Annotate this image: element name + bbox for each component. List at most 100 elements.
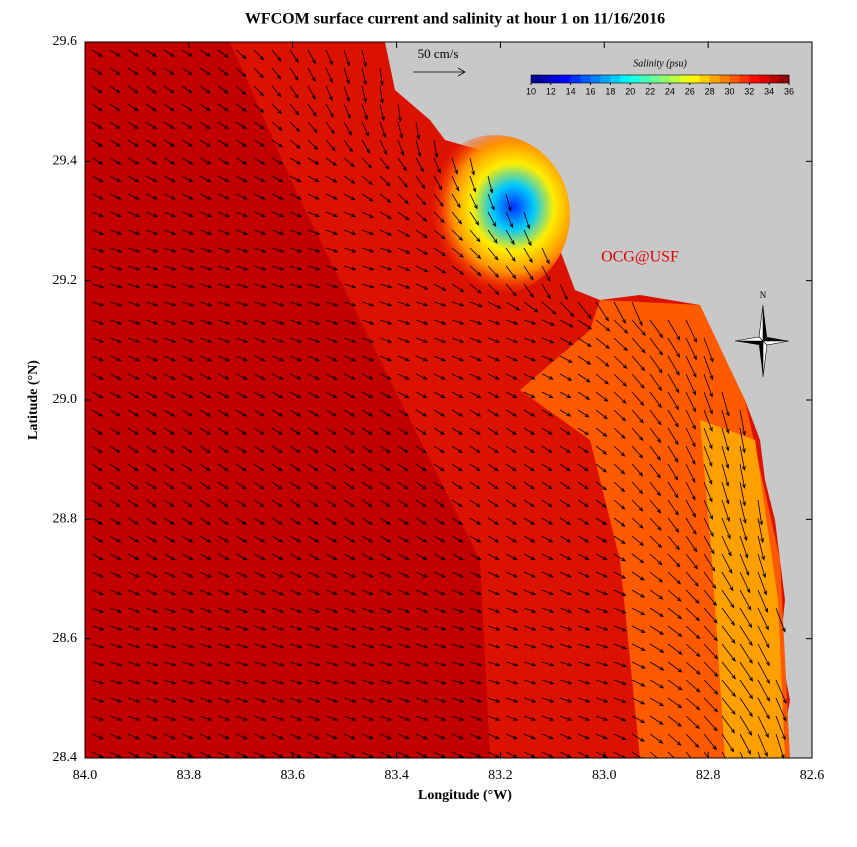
current-arrow bbox=[307, 121, 318, 134]
current-arrow bbox=[91, 391, 104, 399]
current-arrow bbox=[685, 733, 700, 749]
current-arrow bbox=[361, 499, 373, 508]
current-arrow bbox=[559, 463, 571, 472]
current-arrow bbox=[685, 607, 701, 622]
current-arrow bbox=[127, 301, 141, 307]
current-arrow bbox=[109, 337, 123, 343]
current-arrow bbox=[163, 733, 176, 740]
current-arrow bbox=[127, 67, 139, 76]
current-arrow bbox=[487, 751, 500, 758]
current-arrow bbox=[253, 139, 266, 147]
current-arrow bbox=[739, 625, 753, 647]
current-arrow bbox=[523, 643, 537, 649]
current-arrow bbox=[631, 337, 646, 354]
current-arrow bbox=[541, 733, 554, 740]
current-arrow bbox=[91, 715, 105, 721]
current-arrow bbox=[361, 733, 374, 740]
current-arrow bbox=[757, 589, 768, 613]
current-arrow bbox=[217, 175, 230, 183]
current-arrow bbox=[415, 283, 429, 290]
current-arrow bbox=[325, 355, 339, 362]
current-arrow bbox=[613, 337, 628, 352]
x-tick-label: 82.6 bbox=[800, 768, 825, 783]
current-arrow bbox=[127, 247, 141, 253]
current-arrow bbox=[145, 247, 159, 253]
current-arrow bbox=[505, 355, 519, 362]
current-arrow bbox=[163, 157, 176, 165]
current-arrow bbox=[667, 355, 680, 376]
current-arrow bbox=[199, 553, 212, 560]
chart-title: WFCOM surface current and salinity at ho… bbox=[245, 11, 665, 28]
current-arrow bbox=[109, 445, 121, 454]
current-arrow bbox=[91, 409, 104, 417]
current-arrow bbox=[415, 175, 426, 190]
current-arrow bbox=[541, 409, 554, 417]
current-arrow bbox=[433, 193, 444, 208]
current-arrow bbox=[451, 319, 465, 325]
current-arrow bbox=[703, 643, 719, 660]
current-arrow bbox=[271, 589, 285, 595]
current-arrow bbox=[217, 247, 231, 253]
current-arrow bbox=[487, 427, 499, 435]
current-arrow bbox=[631, 463, 644, 477]
current-arrow bbox=[541, 337, 555, 344]
colorbar-swatch bbox=[650, 75, 661, 83]
current-arrow bbox=[325, 229, 339, 235]
current-arrow bbox=[163, 625, 177, 631]
current-arrow bbox=[235, 355, 249, 362]
current-arrow bbox=[217, 481, 229, 490]
current-arrow bbox=[361, 49, 367, 68]
current-arrow bbox=[397, 103, 402, 123]
current-arrow bbox=[397, 715, 411, 721]
current-arrow bbox=[217, 355, 231, 362]
current-arrow bbox=[199, 283, 213, 289]
colorbar-swatch bbox=[689, 75, 701, 83]
current-arrow bbox=[541, 607, 555, 613]
current-arrow bbox=[379, 391, 392, 399]
current-arrow bbox=[145, 607, 159, 613]
current-arrow bbox=[505, 427, 517, 435]
current-arrow bbox=[217, 625, 231, 631]
current-arrow bbox=[235, 85, 247, 95]
current-arrow bbox=[253, 481, 265, 490]
current-arrow bbox=[127, 643, 141, 649]
current-arrow bbox=[739, 499, 747, 525]
current-arrow bbox=[649, 499, 662, 514]
current-arrow bbox=[505, 679, 519, 685]
current-arrow bbox=[181, 175, 194, 183]
current-arrow bbox=[145, 319, 159, 325]
current-arrow bbox=[307, 247, 321, 253]
current-arrow bbox=[613, 301, 626, 324]
current-arrow bbox=[289, 175, 302, 183]
current-arrow bbox=[757, 553, 766, 579]
current-arrow bbox=[343, 229, 357, 235]
current-arrow bbox=[109, 751, 122, 758]
current-arrow bbox=[469, 625, 483, 631]
current-arrow bbox=[253, 337, 267, 343]
colorbar-swatch bbox=[679, 75, 691, 83]
current-arrow bbox=[649, 337, 664, 356]
current-arrow bbox=[721, 517, 731, 540]
current-arrow bbox=[451, 355, 465, 362]
current-arrow bbox=[523, 283, 534, 298]
current-arrow bbox=[415, 697, 429, 703]
current-arrow bbox=[397, 553, 410, 560]
current-arrow bbox=[145, 373, 158, 380]
current-arrow bbox=[163, 337, 177, 343]
current-arrow bbox=[199, 625, 213, 631]
current-arrow bbox=[289, 301, 303, 307]
colorbar-tick-label: 12 bbox=[546, 86, 556, 96]
current-arrow bbox=[595, 697, 609, 703]
current-arrow bbox=[199, 193, 212, 200]
current-arrow bbox=[361, 553, 374, 560]
current-arrow bbox=[199, 301, 213, 307]
current-arrow bbox=[325, 49, 333, 66]
current-arrow bbox=[649, 661, 665, 671]
current-arrow bbox=[253, 175, 266, 183]
current-arrow bbox=[613, 499, 626, 510]
current-arrow bbox=[379, 283, 393, 289]
current-arrow bbox=[91, 157, 104, 165]
x-tick-label: 83.6 bbox=[280, 768, 305, 783]
current-arrow bbox=[289, 103, 300, 116]
